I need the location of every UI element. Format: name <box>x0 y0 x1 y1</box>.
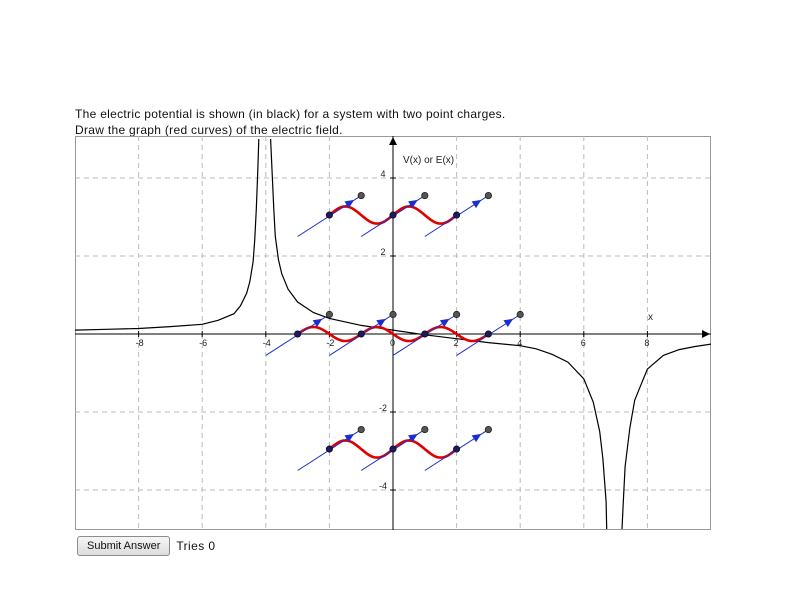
graph-canvas[interactable]: -8 -6 -4 -2 0 2 4 6 8 4 2 -2 -4 V(x) or E(x) x <box>75 136 711 530</box>
handle-tip-point[interactable] <box>389 310 397 319</box>
y-axis-label: V(x) or E(x) <box>403 155 454 166</box>
x-tick-label: 0 <box>390 338 395 348</box>
handle-anchor-point[interactable] <box>453 211 461 219</box>
handle-arrowhead <box>439 318 450 328</box>
handle-tip-point[interactable] <box>357 191 365 200</box>
submit-answer-button[interactable]: Submit Answer <box>77 536 171 556</box>
handle-anchor-point[interactable] <box>421 330 429 338</box>
x-tick-label: 2 <box>454 338 459 348</box>
answer-controls: Submit Answer Tries 0 <box>77 536 215 556</box>
handle-arrowhead <box>376 318 387 328</box>
prompt-line-1: The electric potential is shown (in blac… <box>75 107 506 121</box>
handle-tip-point[interactable] <box>516 310 524 319</box>
handle-tip-point[interactable] <box>421 191 429 200</box>
x-axis-arrow <box>702 330 710 338</box>
handle-tip-point[interactable] <box>452 310 461 319</box>
x-tick-label: 4 <box>517 338 522 348</box>
x-axis-label: x <box>648 312 653 323</box>
handle-arrowhead <box>503 318 514 328</box>
handle-arrowhead <box>408 199 418 209</box>
prompt-line-2: Draw the graph (red curves) of the elect… <box>75 123 343 137</box>
graph-panel[interactable]: -8 -6 -4 -2 0 2 4 6 8 4 2 -2 -4 V(x) or E(x) x <box>75 136 711 530</box>
handle-arrowhead <box>344 199 355 209</box>
tries-count: 0 <box>208 539 216 553</box>
handle-anchor-point[interactable] <box>325 445 333 453</box>
x-tick-label: -8 <box>136 338 144 348</box>
handle-arrowhead <box>471 433 482 443</box>
handle-tip-point[interactable] <box>325 310 333 319</box>
handle-anchor-point[interactable] <box>484 330 492 338</box>
handle-arrowhead <box>312 318 323 328</box>
x-tick-label: -4 <box>263 338 271 348</box>
x-tick-label: -6 <box>199 338 207 348</box>
handle-arrowhead <box>471 199 482 209</box>
handle-anchor-point[interactable] <box>389 445 397 453</box>
handle-tip-point[interactable] <box>484 191 492 200</box>
handle-anchor-point[interactable] <box>325 211 333 219</box>
handle-anchor-point[interactable] <box>357 330 365 338</box>
problem-prompt: The electric potential is shown (in blac… <box>75 106 506 138</box>
y-tick-label: -2 <box>379 403 387 413</box>
y-tick-label: 2 <box>380 247 385 257</box>
handle-tip-point[interactable] <box>421 425 429 434</box>
x-tick-label: -2 <box>326 338 334 348</box>
handle-arrowhead <box>344 433 355 443</box>
potential-curve <box>621 343 711 530</box>
handle-arrowhead <box>408 433 418 443</box>
handle-anchor-point[interactable] <box>294 330 302 338</box>
x-tick-label: 8 <box>644 338 649 348</box>
y-tick-label: -4 <box>379 481 387 491</box>
potential-curve <box>75 138 260 331</box>
y-tick-label: 4 <box>380 169 385 179</box>
handle-anchor-point[interactable] <box>453 445 461 453</box>
y-axis-arrow <box>389 137 397 145</box>
handle-tip-point[interactable] <box>357 425 365 434</box>
x-tick-label: 6 <box>581 338 586 348</box>
handle-tip-point[interactable] <box>484 425 492 434</box>
tries-indicator: Tries 0 <box>176 539 215 553</box>
handle-anchor-point[interactable] <box>389 211 397 219</box>
tries-label: Tries <box>176 539 205 553</box>
